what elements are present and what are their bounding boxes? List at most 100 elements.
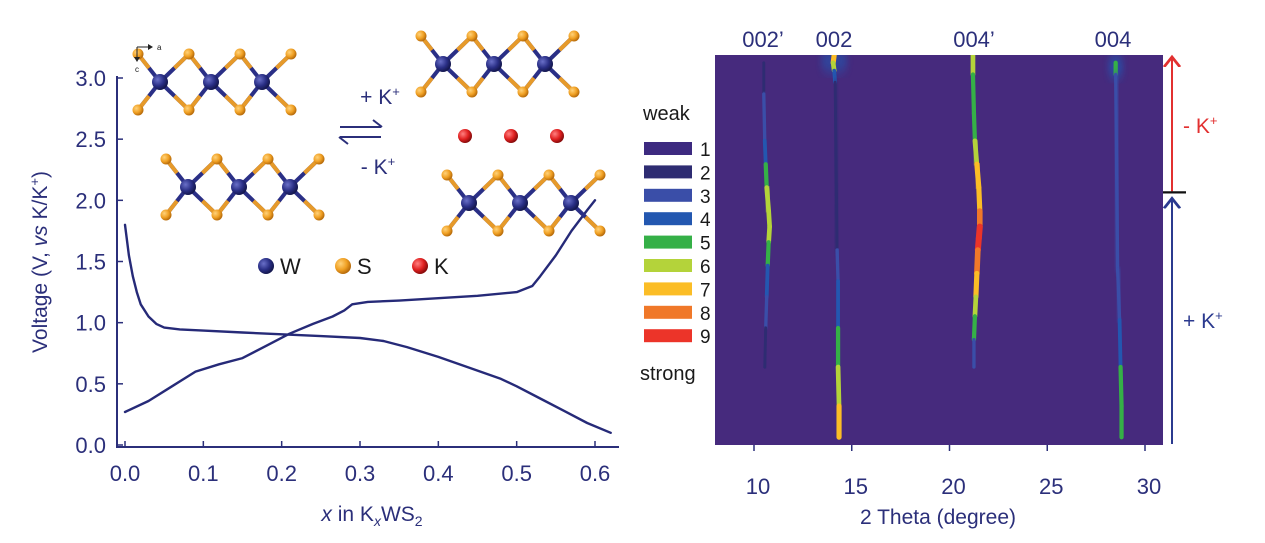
y-tick-label: 1.5 [75,250,106,275]
potassium-atom [504,129,518,143]
trace-segment [1115,267,1122,322]
heatmap-background [715,55,1163,445]
time-segment-label: - K+ [1183,113,1217,138]
trace-segment [971,314,978,342]
sulfur-atom [466,86,478,98]
tungsten-atom [486,56,502,72]
sulfur-atom [492,169,504,181]
tungsten-atom [537,56,553,72]
ws2-layer [132,48,297,116]
colorbar-swatch [644,329,692,343]
sulfur-atom [183,104,195,116]
y-axis-label: Voltage (V, vs K/K+) [27,171,52,353]
left-series-group [123,199,612,434]
ws2-layer [415,30,580,98]
colorbar-swatch [644,235,692,249]
y-tick-label: 2.0 [75,188,106,213]
colorbar-level-label: 2 [700,163,711,184]
legend-atom-s-icon [335,258,351,274]
y-tick-label: 3.0 [75,66,106,91]
heatmap-trace [760,59,774,370]
sulfur-atom [517,86,529,98]
colorbar-level-label: 4 [700,210,711,231]
series-line-discharge [123,223,612,434]
right-axes: 10 15 20 25 30 [746,445,1161,499]
sulfur-atom [132,104,144,116]
lattice-c-label: c [135,65,139,74]
y-tick-label: 0.5 [75,372,106,397]
time-axis: + K+ - K+ [1163,57,1223,444]
x-tick-label: 0.3 [345,461,376,486]
heatmap-traces [760,55,1126,442]
peak-label: 002 [816,27,853,52]
sulfur-atom [313,209,325,221]
tungsten-atom [254,74,270,90]
trace-segment [973,270,980,300]
trace-segment [835,364,842,409]
colorbar-swatch [644,212,692,226]
colorbar-level-label: 9 [700,327,711,348]
left-axes: 0.0 0.5 1.0 1.5 2.0 2.5 3.0 0.0 0.1 0.2 0.3 0.4 0.5 0… [75,66,619,486]
sulfur-atom [160,209,172,221]
sulfur-atom [568,30,580,42]
lattice-a-label: a [157,43,162,52]
sulfur-atom [492,225,504,237]
sulfur-atom [415,30,427,42]
tungsten-atom [180,179,196,195]
trace-segment [833,80,839,252]
sulfur-atom [285,48,297,60]
two-theta-axis-label: 2 Theta (degree) [860,506,1016,529]
trace-segment [1118,364,1124,409]
sulfur-atom [234,104,246,116]
sulfur-atom [211,209,223,221]
sulfur-atom [594,169,606,181]
colorbar-level-label: 7 [700,280,711,301]
trace-segment [762,92,767,143]
series-line-charge [123,199,597,414]
x-tick-label: 20 [941,474,965,499]
colorbar-swatch [644,165,692,179]
xrd-heatmap-plot: 10 15 20 25 30 002’ 002 004’ 004 2 Theta (degre… [640,27,1223,529]
x-axis-label: x in KxWS2 [320,503,422,529]
trace-segment [971,111,978,143]
colorbar-weak-label: weak [642,103,691,125]
tungsten-atom [231,179,247,195]
y-tick-label: 2.5 [75,127,106,152]
trace-segment [764,295,769,330]
x-tick-label: 25 [1039,474,1063,499]
sulfur-atom [415,86,427,98]
sulfur-atom [441,225,453,237]
tungsten-atom [563,195,579,211]
reaction-backward-label: - K+ [361,154,395,179]
sulfur-atom [262,153,274,165]
sulfur-atom [543,169,555,181]
colorbar-swatch [644,142,692,155]
colorbar-strong-label: strong [640,363,696,385]
tungsten-atom [152,74,168,90]
sulfur-atom [183,48,195,60]
trace-segment [763,326,768,369]
colorbar-swatch [644,282,692,296]
sulfur-atom [543,225,555,237]
colorbar-level-label: 6 [700,257,711,278]
sulfur-atom [466,30,478,42]
peak-label: 004 [1095,27,1132,52]
trace-segment [970,72,977,116]
equilibrium-arrows-icon [338,119,383,145]
trace-segment [1114,72,1120,272]
x-tick-label: 0.0 [110,461,141,486]
ws2-layer [160,153,325,221]
colorbar-swatch [644,259,692,272]
legend-atom-k-icon [412,258,428,274]
trace-segment [835,248,840,283]
potassium-atom [458,129,472,143]
x-tick-label: 0.5 [501,461,532,486]
crystal-structures [132,30,606,237]
x-tick-label: 0.2 [266,461,297,486]
tungsten-atom [282,179,298,195]
tungsten-atom [435,56,451,72]
tungsten-atom [512,195,528,211]
